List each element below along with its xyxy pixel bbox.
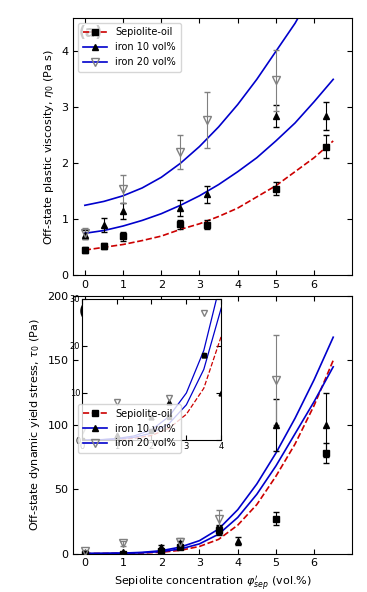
X-axis label: Sepiolite concentration $\varphi_{sep}'$ (vol.%): Sepiolite concentration $\varphi_{sep}'$… <box>114 574 312 592</box>
Text: (a): (a) <box>79 25 103 40</box>
Y-axis label: Off-state plastic viscosity, $\eta_0$ (Pa s): Off-state plastic viscosity, $\eta_0$ (P… <box>42 49 56 244</box>
X-axis label: Sepiolite concentration $\varphi_{sep}'$ (vol.%): Sepiolite concentration $\varphi_{sep}'$… <box>114 295 312 314</box>
Text: (b): (b) <box>79 304 103 318</box>
Legend: Sepiolite-oil, iron 10 vol%, iron 20 vol%: Sepiolite-oil, iron 10 vol%, iron 20 vol… <box>78 404 181 453</box>
Legend: Sepiolite-oil, iron 10 vol%, iron 20 vol%: Sepiolite-oil, iron 10 vol%, iron 20 vol… <box>78 22 181 72</box>
Y-axis label: Off-state dynamic yield stress, $\tau_0$ (Pa): Off-state dynamic yield stress, $\tau_0$… <box>28 318 42 531</box>
